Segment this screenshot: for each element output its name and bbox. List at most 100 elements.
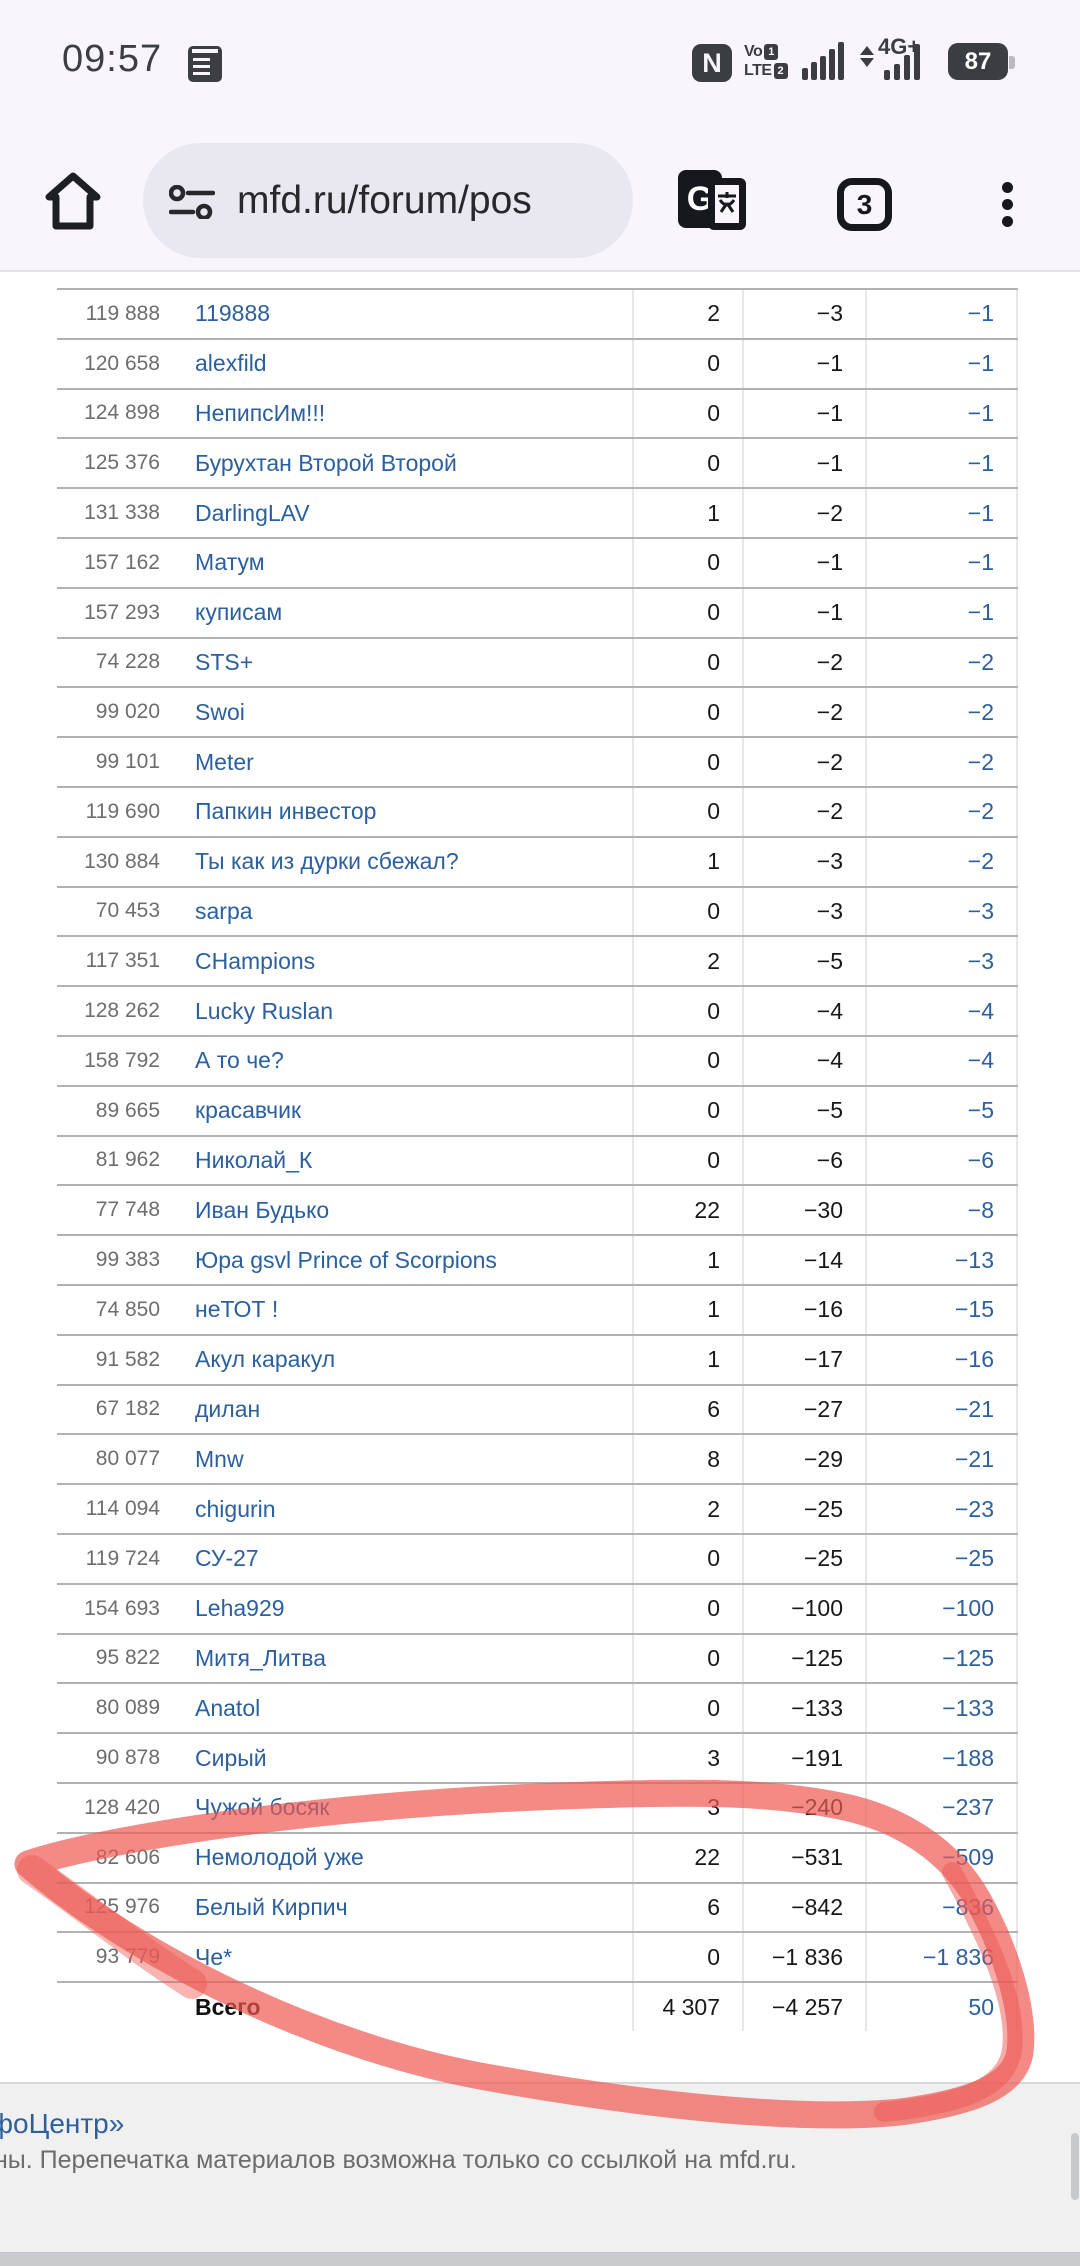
- user-link[interactable]: Николай_К: [195, 1146, 313, 1173]
- total-count: −4: [865, 1036, 1018, 1085]
- user-id: 117 351: [85, 949, 160, 973]
- user-id: 119 690: [85, 799, 160, 823]
- total-count: −188: [865, 1734, 1018, 1782]
- user-link[interactable]: Иван Будько: [195, 1196, 330, 1223]
- plus-count: 6: [632, 1883, 742, 1932]
- user-link[interactable]: СУ-27: [195, 1545, 259, 1572]
- user-link[interactable]: НепипсИм!!!: [195, 399, 326, 426]
- user-link[interactable]: Бурухтан Второй Второй: [195, 449, 457, 476]
- footer-copyright: ны. Перепечатка материалов возможна толь…: [0, 2146, 797, 2174]
- user-link[interactable]: дилан: [195, 1395, 261, 1422]
- table-row: 117 351 CHampions 2 −5 −3: [57, 935, 1018, 986]
- home-button[interactable]: [44, 170, 102, 232]
- translate-button[interactable]: G: [678, 168, 750, 238]
- user-link[interactable]: А то че?: [195, 1047, 284, 1074]
- user-id: 131 338: [84, 501, 160, 525]
- total-count: −1: [865, 439, 1018, 488]
- user-link[interactable]: красавчик: [195, 1097, 302, 1124]
- scrollbar-thumb[interactable]: [1071, 2133, 1079, 2200]
- user-link[interactable]: STS+: [195, 648, 254, 675]
- total-minus: −4 257: [742, 1983, 865, 2032]
- plus-count: 0: [632, 1086, 742, 1135]
- table-row: 91 582 Акул каракул 1 −17 −16: [57, 1333, 1018, 1384]
- tab-switcher-button[interactable]: 3: [837, 178, 892, 231]
- user-link[interactable]: Папкин инвестор: [195, 798, 377, 825]
- user-link[interactable]: Немолодой уже: [195, 1844, 364, 1871]
- volte-line2: LTE: [744, 62, 772, 79]
- plus-count: 1: [632, 1285, 742, 1334]
- user-link[interactable]: Сирый: [195, 1744, 267, 1771]
- total-count: −21: [865, 1385, 1018, 1434]
- minus-count: −27: [742, 1385, 865, 1434]
- user-link[interactable]: Meter: [195, 748, 254, 775]
- row-user-cell: 131 338 DarlingLAV: [57, 489, 632, 537]
- user-link[interactable]: Mnw: [195, 1445, 244, 1472]
- table-row: 74 228 STS+ 0 −2 −2: [57, 636, 1018, 687]
- user-id: 91 582: [95, 1347, 160, 1371]
- user-link[interactable]: неТОТ !: [195, 1296, 279, 1323]
- user-link[interactable]: куписам: [195, 599, 283, 626]
- total-count: −2: [865, 688, 1018, 737]
- total-count: −3: [865, 887, 1018, 936]
- user-link[interactable]: Матум: [195, 549, 265, 576]
- user-link[interactable]: chigurin: [195, 1495, 276, 1522]
- gesture-bar: [0, 2252, 1080, 2266]
- plus-count: 0: [632, 1584, 742, 1633]
- user-link[interactable]: Чужой босяк: [195, 1794, 330, 1821]
- minus-count: −2: [742, 688, 865, 737]
- user-link[interactable]: Митя_Литва: [195, 1644, 327, 1671]
- plus-count: 2: [632, 1485, 742, 1533]
- user-link[interactable]: Anatol: [195, 1694, 261, 1721]
- user-link[interactable]: Ты как из дурки сбежал?: [195, 848, 459, 875]
- user-id: 89 665: [95, 1098, 160, 1122]
- row-user-cell: 114 094 chigurin: [57, 1485, 632, 1533]
- row-user-cell: 80 089 Anatol: [57, 1684, 632, 1732]
- user-link[interactable]: Белый Кирпич: [195, 1893, 348, 1920]
- user-link[interactable]: Акул каракул: [195, 1346, 336, 1373]
- minus-count: −30: [742, 1186, 865, 1235]
- plus-count: 1: [632, 489, 742, 537]
- user-link[interactable]: CHampions: [195, 947, 316, 974]
- user-id: 154 693: [84, 1596, 160, 1620]
- user-link[interactable]: Leha929: [195, 1595, 285, 1622]
- battery-indicator: 87: [948, 43, 1008, 80]
- user-id: 70 453: [95, 899, 160, 923]
- user-id: 67 182: [95, 1397, 160, 1421]
- user-link[interactable]: Lucky Ruslan: [195, 997, 334, 1024]
- user-link[interactable]: alexfild: [195, 350, 267, 377]
- row-user-cell: 99 020 Swoi: [57, 688, 632, 736]
- user-link[interactable]: 119888: [195, 300, 271, 327]
- user-id: 128 420: [84, 1795, 160, 1819]
- total-count: −100: [865, 1584, 1018, 1633]
- footer-infocenter-link[interactable]: фоЦентр»: [0, 2108, 125, 2139]
- total-count: −4: [865, 987, 1018, 1035]
- row-user-cell: 77 748 Иван Будько: [57, 1186, 632, 1234]
- url-bar[interactable]: mfd.ru/forum/pos: [143, 143, 633, 258]
- total-count: −237: [865, 1783, 1018, 1832]
- minus-count: −5: [742, 1086, 865, 1135]
- plus-count: 0: [632, 1684, 742, 1733]
- table-row: 74 850 неТОТ ! 1 −16 −15: [57, 1283, 1018, 1334]
- minus-count: −191: [742, 1734, 865, 1782]
- plus-count: 0: [632, 439, 742, 488]
- user-link[interactable]: Swoi: [195, 698, 245, 725]
- user-id: 95 822: [95, 1646, 160, 1670]
- user-link[interactable]: DarlingLAV: [195, 499, 310, 526]
- total-count: −133: [865, 1684, 1018, 1733]
- user-id: 119 724: [85, 1546, 160, 1570]
- user-link[interactable]: Че*: [195, 1943, 233, 1970]
- row-user-cell: 157 293 куписам: [57, 589, 632, 637]
- plus-count: 22: [632, 1833, 742, 1882]
- table-row: 157 293 куписам 0 −1 −1: [57, 586, 1018, 637]
- user-link[interactable]: sarpa: [195, 897, 253, 924]
- menu-dot: [1002, 199, 1013, 210]
- row-user-cell: 74 850 неТОТ !: [57, 1286, 632, 1334]
- network-type-label: 4G+: [878, 34, 921, 59]
- tune-icon: [169, 185, 215, 219]
- user-id: 80 077: [95, 1447, 160, 1471]
- ratings-table: 119 888 119888 2 −3 −1 120 658 alexfild 0 −1 −1 12…: [57, 288, 1018, 2032]
- overflow-menu-button[interactable]: [996, 180, 1020, 230]
- user-link[interactable]: Юра gsvl Prince of Scorpions: [195, 1246, 497, 1273]
- minus-count: −1: [742, 588, 865, 637]
